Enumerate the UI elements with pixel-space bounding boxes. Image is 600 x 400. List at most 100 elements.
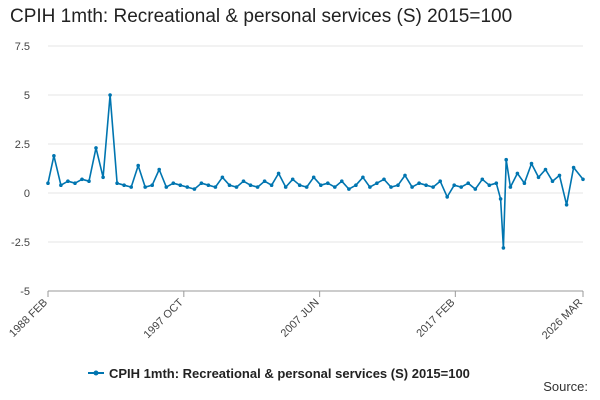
data-point[interactable] [361, 175, 365, 180]
data-point[interactable] [220, 175, 225, 180]
data-point[interactable] [192, 187, 197, 191]
y-tick-label: -2.5 [11, 237, 30, 249]
data-point[interactable] [403, 173, 407, 178]
y-tick-label: 5 [24, 90, 30, 102]
data-point[interactable] [241, 179, 246, 183]
data-point[interactable] [504, 157, 509, 162]
data-point[interactable] [480, 177, 485, 182]
data-point[interactable] [304, 185, 309, 189]
x-axis-ticks: 1988 FEB 1997 OCT 2007 JUN 2017 FEB 2026 MAR [7, 291, 585, 342]
data-point[interactable] [227, 183, 232, 187]
data-point[interactable] [46, 181, 50, 185]
x-tick-label: 1988 FEB [7, 297, 50, 340]
data-point[interactable] [501, 246, 506, 250]
data-point[interactable] [466, 181, 471, 185]
data-point[interactable] [283, 185, 288, 189]
data-point[interactable] [150, 183, 154, 187]
data-point[interactable] [319, 183, 323, 187]
data-point[interactable] [326, 181, 330, 185]
data-point[interactable] [389, 185, 393, 189]
data-point[interactable] [536, 175, 541, 180]
data-point[interactable] [87, 179, 91, 183]
grid-lines [48, 45, 583, 292]
source-label: Source: [543, 379, 588, 394]
data-point[interactable] [368, 185, 372, 189]
data-point[interactable] [487, 183, 492, 187]
data-point[interactable] [543, 167, 548, 172]
data-point[interactable] [178, 183, 183, 187]
data-point[interactable] [529, 161, 534, 166]
x-tick-label: 2017 FEB [414, 297, 457, 340]
legend-series-marker [93, 370, 99, 376]
data-point[interactable] [129, 185, 133, 189]
data-point[interactable] [234, 185, 239, 189]
data-point[interactable] [52, 154, 56, 158]
data-point[interactable] [262, 179, 267, 183]
data-point[interactable] [136, 163, 140, 168]
y-tick-label: 0 [24, 188, 30, 200]
legend-series-label: CPIH 1mth: Recreational & personal servi… [109, 366, 470, 381]
data-point[interactable] [459, 185, 464, 189]
data-point[interactable] [581, 177, 585, 182]
data-point[interactable] [108, 93, 112, 97]
data-point[interactable] [157, 167, 161, 172]
data-point[interactable] [248, 183, 253, 187]
data-point[interactable] [410, 185, 414, 189]
data-point[interactable] [115, 181, 119, 185]
data-point[interactable] [564, 203, 569, 207]
data-point[interactable] [431, 185, 435, 189]
chart-title: CPIH 1mth: Recreational & personal servi… [10, 6, 513, 27]
data-point[interactable] [494, 181, 499, 185]
x-tick-label: 2007 JUN [279, 297, 322, 340]
data-point[interactable] [333, 185, 337, 189]
data-point[interactable] [340, 179, 344, 183]
data-point[interactable] [66, 179, 70, 183]
data-point[interactable] [557, 173, 562, 178]
data-point[interactable] [424, 183, 428, 187]
data-point[interactable] [522, 181, 527, 185]
legend[interactable]: CPIH 1mth: Recreational & personal servi… [88, 366, 470, 381]
data-point[interactable] [508, 185, 513, 189]
data-point[interactable] [101, 175, 105, 180]
series-line [47, 94, 584, 249]
data-point[interactable] [73, 181, 77, 185]
data-point[interactable] [473, 187, 478, 191]
x-tick-label: 1997 OCT [142, 296, 187, 341]
data-point[interactable] [297, 183, 302, 187]
data-point[interactable] [164, 185, 169, 189]
data-point[interactable] [445, 195, 450, 199]
data-point[interactable] [171, 181, 176, 185]
data-point[interactable] [452, 183, 457, 187]
y-tick-label: 2.5 [15, 139, 30, 151]
data-point[interactable] [206, 183, 211, 187]
data-point[interactable] [80, 177, 84, 182]
data-point[interactable] [59, 183, 63, 187]
x-tick-label: 2026 MAR [540, 297, 585, 342]
data-point[interactable] [269, 183, 274, 187]
data-point[interactable] [276, 171, 281, 176]
data-point[interactable] [498, 197, 503, 201]
data-point[interactable] [185, 185, 190, 189]
data-point[interactable] [375, 181, 379, 185]
data-point[interactable] [396, 183, 400, 187]
y-tick-label: -5 [20, 286, 30, 298]
data-point[interactable] [550, 179, 555, 183]
data-point[interactable] [255, 185, 260, 189]
data-point[interactable] [571, 165, 576, 170]
data-point[interactable] [213, 185, 218, 189]
series-layer [46, 93, 585, 250]
data-point[interactable] [354, 183, 358, 187]
data-point[interactable] [290, 177, 295, 182]
data-point[interactable] [347, 187, 351, 191]
data-point[interactable] [438, 179, 443, 183]
data-point[interactable] [515, 171, 520, 176]
y-tick-label: 7.5 [15, 41, 30, 53]
data-point[interactable] [199, 181, 204, 185]
data-point[interactable] [94, 146, 98, 150]
data-point[interactable] [382, 177, 386, 182]
data-point[interactable] [122, 183, 126, 187]
data-point[interactable] [311, 175, 316, 180]
data-point[interactable] [417, 181, 421, 185]
data-point[interactable] [143, 185, 147, 189]
